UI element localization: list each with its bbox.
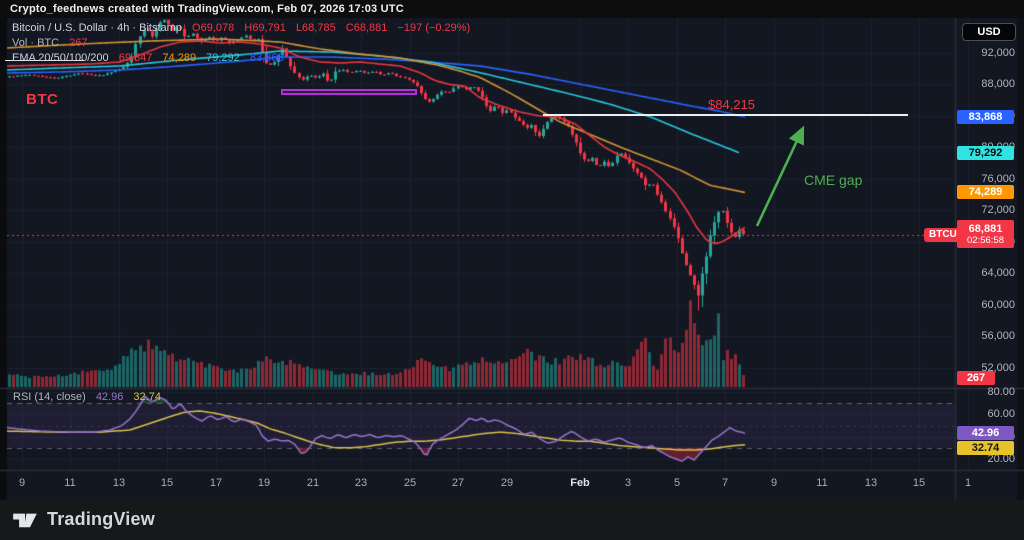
cme-gap-annotation[interactable]: CME gap — [804, 172, 863, 188]
footer-bar: TradingView — [0, 500, 1024, 540]
tradingview-logo-text: TradingView — [47, 509, 155, 529]
rsi-ma-value: 32.74 — [133, 391, 161, 403]
ohlc-low: L68,785 — [295, 22, 336, 34]
window-title: Crypto_feednews created with TradingView… — [10, 3, 404, 15]
time-axis-label: 15 — [160, 477, 174, 489]
tradingview-logo-icon — [13, 513, 37, 527]
ema200-value: 83,868 — [249, 52, 284, 64]
time-axis[interactable]: 9 11 13 15 17 19 21 23 25 27 29 Feb 3 5 7 9 11 13 15 1 — [0, 470, 971, 500]
volume-badge: 267 — [957, 371, 995, 385]
symbol-legend-row: Bitcoin / U.S. Dollar · 4h · Bitstamp O6… — [12, 21, 470, 36]
time-axis-label: 1 — [964, 477, 972, 489]
rsi-legend[interactable]: RSI (14, close) 42.96 32.74 — [13, 391, 161, 403]
price-axis-label: 52,000 — [981, 361, 1015, 374]
time-axis-label: 9 — [18, 477, 26, 489]
ema100-price-badge: 79,292 — [957, 146, 1014, 161]
ema50-price-badge: 74,289 — [957, 185, 1014, 200]
time-axis-label: Feb — [570, 477, 590, 489]
price-axis-label: 72,000 — [981, 204, 1015, 217]
ohlc-open: O69,078 — [192, 22, 235, 34]
ohlc-high: H69,791 — [244, 22, 286, 34]
time-axis-label: 19 — [257, 477, 271, 489]
ema20-value: 69,847 — [118, 52, 153, 64]
time-axis-label: 25 — [403, 477, 417, 489]
rsi-label: RSI (14, close) — [13, 391, 86, 403]
time-axis-label: 17 — [209, 477, 223, 489]
price-axis-label: 76,000 — [981, 172, 1015, 185]
time-axis-label: 13 — [864, 477, 878, 489]
chart-legend[interactable]: Bitcoin / U.S. Dollar · 4h · Bitstamp O6… — [12, 21, 470, 66]
rsi-value-badge: 42.96 — [957, 426, 1014, 440]
price-axis-label: 56,000 — [981, 330, 1015, 343]
gap-level-line[interactable] — [543, 114, 908, 116]
rsi-ma-badge: 32.74 — [957, 440, 1014, 455]
time-axis-label: 21 — [306, 477, 320, 489]
ema200-price-badge: 83,868 — [957, 110, 1014, 125]
ema100-value: 79,292 — [206, 52, 240, 64]
time-axis-label: 23 — [354, 477, 368, 489]
time-axis-label: 15 — [912, 477, 926, 489]
price-axis-label: 60,000 — [981, 298, 1015, 311]
rsi-axis-label: 60.00 — [987, 408, 1015, 421]
last-price-value: 68,881 — [968, 223, 1003, 236]
time-axis-label: 11 — [64, 477, 76, 489]
time-axis-label: 11 — [816, 477, 828, 489]
btc-annotation[interactable]: BTC — [26, 91, 59, 108]
time-axis-label: 7 — [721, 477, 729, 489]
support-level-line[interactable] — [5, 60, 84, 61]
price-axis-label: 64,000 — [981, 267, 1015, 280]
volume-legend-row: Vol · BTC 267 — [12, 36, 470, 51]
last-price-badge: 68,881 02:56:58 — [957, 222, 1014, 249]
currency-toggle-button[interactable]: USD — [962, 23, 1016, 41]
ema-label: EMA 20/50/100/200 — [12, 52, 109, 64]
gap-price-annotation[interactable]: $84,215 — [708, 97, 755, 112]
tradingview-logo[interactable]: TradingView — [12, 509, 155, 530]
time-axis-label: 5 — [673, 477, 681, 489]
rsi-value: 42.96 — [95, 391, 124, 403]
volume-label: Vol · BTC — [12, 37, 60, 49]
volume-value: 267 — [69, 37, 88, 49]
consolidation-zone-rect[interactable] — [281, 89, 417, 95]
symbol-title: Bitcoin / U.S. Dollar · 4h · Bitstamp — [12, 22, 182, 34]
ohlc-close: C68,881 — [345, 22, 388, 34]
time-axis-label: 9 — [770, 477, 778, 489]
change-value: −197 (−0.29%) — [397, 22, 471, 34]
ema-legend-row: EMA 20/50/100/200 69,847 74,289 79,292 8… — [12, 51, 470, 66]
time-axis-label: 3 — [624, 477, 632, 489]
rsi-axis-label: 20.00 — [987, 453, 1015, 466]
time-axis-label: 27 — [451, 477, 465, 489]
time-axis-label: 29 — [500, 477, 514, 489]
window-titlebar: Crypto_feednews created with TradingView… — [0, 0, 1024, 18]
price-axis-label: 88,000 — [981, 78, 1015, 91]
time-axis-label: 13 — [112, 477, 126, 489]
rsi-axis-label: 80.00 — [987, 386, 1015, 398]
bar-countdown: 02:56:58 — [967, 235, 1004, 247]
price-axis-label: 92,000 — [981, 47, 1015, 59]
ema50-value: 74,289 — [162, 52, 197, 64]
